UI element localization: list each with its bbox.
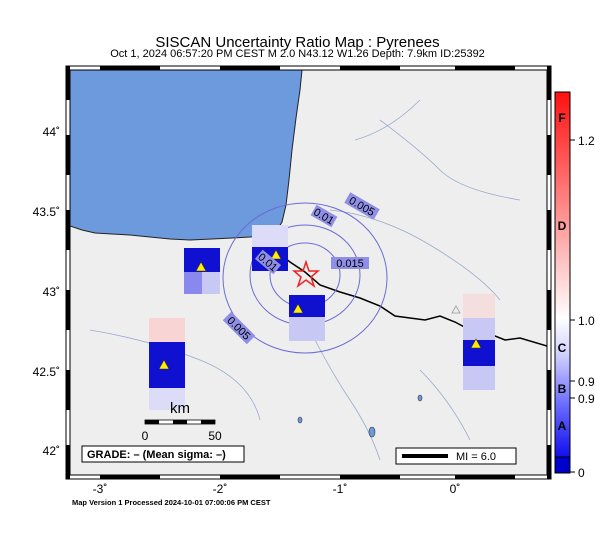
svg-text:0: 0 <box>142 429 149 443</box>
inactive-station-icon <box>451 305 461 314</box>
svg-text:MI = 6.0: MI = 6.0 <box>456 451 496 463</box>
rivers <box>89 99 521 461</box>
station-triangle-icon <box>470 338 482 349</box>
grade-letter: B <box>558 382 567 396</box>
svg-text:0.015: 0.015 <box>336 258 364 270</box>
mi-legend: MI = 6.0 <box>395 447 517 465</box>
station-block-4 <box>149 318 185 410</box>
station-block-1 <box>184 248 220 294</box>
colorbar-value: 1.0 <box>578 314 595 328</box>
lakes <box>297 394 423 438</box>
scale-bar: km 0 50 <box>142 400 222 443</box>
grade-letter: D <box>558 219 567 233</box>
x-tick: 0˚ <box>450 482 461 496</box>
colorbar-value: 0.9 <box>578 375 595 389</box>
svg-text:km: km <box>170 400 190 417</box>
x-tick: -2˚ <box>213 482 228 496</box>
colorbar-value: 1.2 <box>578 134 595 148</box>
station-triangle-icon <box>195 261 207 272</box>
color-bar: F D C B A 1.2 1.0 0.9 0.9 0 <box>554 91 595 480</box>
station-block-3 <box>289 295 325 341</box>
footer-text: Map Version 1 Processed 2024-10-01 07:00… <box>72 498 271 507</box>
y-tick: 43.5˚ <box>33 205 60 219</box>
svg-text:50: 50 <box>208 429 222 443</box>
colorbar-value: 0 <box>578 466 585 480</box>
y-tick: 44˚ <box>43 125 60 139</box>
epicenter-star-icon <box>291 259 321 289</box>
colorbar-value: 0.9 <box>578 392 595 406</box>
map-title: SISCAN Uncertainty Ratio Map : Pyrenees <box>155 34 440 51</box>
grade-letter: A <box>558 419 567 433</box>
bay-of-biscay <box>70 70 303 241</box>
station-triangle-icon <box>292 303 304 314</box>
x-axis-ticks: -3˚ -2˚ -1˚ 0˚ <box>93 482 461 496</box>
y-tick: 43˚ <box>43 285 60 299</box>
y-tick: 42.5˚ <box>33 365 60 379</box>
grade-box: GRADE: – (Mean sigma: –) <box>81 445 245 463</box>
event-info: Oct 1, 2024 06:57:20 PM CEST M 2.0 N43.1… <box>110 48 485 60</box>
y-axis-ticks: 44˚ 43.5˚ 43˚ 42.5˚ 42˚ <box>33 125 60 458</box>
contour-label-3: 0.015 <box>331 257 369 270</box>
svg-text:GRADE: – (Mean sigma: –): GRADE: – (Mean sigma: –) <box>87 449 226 461</box>
station-block-5 <box>463 294 495 390</box>
grade-letter: C <box>558 341 567 355</box>
station-triangle-icon <box>270 249 282 260</box>
map-frame <box>65 65 552 480</box>
grade-letter: F <box>558 111 565 125</box>
x-tick: -1˚ <box>333 482 348 496</box>
station-triangle-icon <box>158 359 170 370</box>
y-tick: 42˚ <box>43 444 60 458</box>
x-tick: -3˚ <box>93 482 108 496</box>
